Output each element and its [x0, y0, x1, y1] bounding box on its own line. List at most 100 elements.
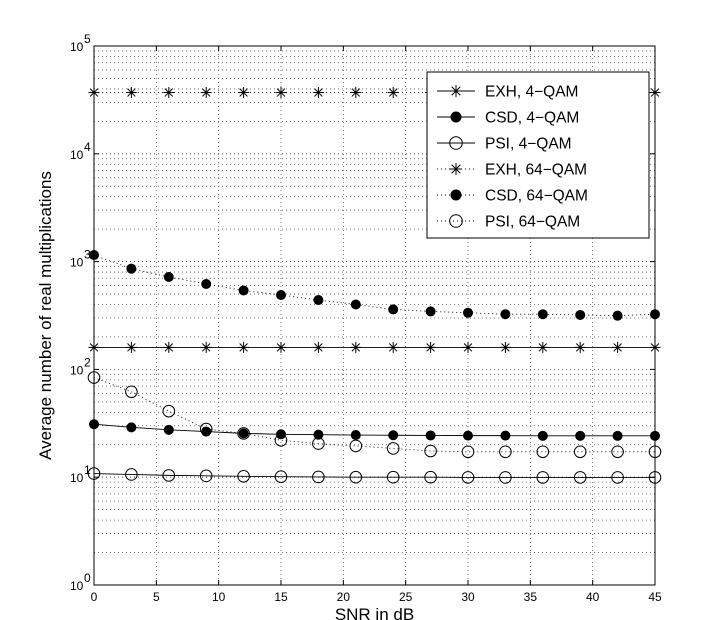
data-point-series-3	[200, 87, 212, 99]
data-point-series-4	[276, 289, 286, 300]
y-tick-label-base: 10	[70, 40, 84, 54]
data-point-series-2	[499, 471, 512, 484]
data-point-series-0	[125, 341, 137, 353]
x-tick-label: 15	[274, 590, 288, 604]
data-point-series-2	[349, 470, 363, 484]
data-point-series-3	[350, 87, 362, 99]
legend-entry-label: PSI, 64−QAM	[485, 214, 580, 231]
series-line-5	[93, 377, 655, 453]
y-tick-label-exponent: 4	[84, 140, 91, 154]
data-point-series-0	[387, 341, 399, 353]
legend-entry-label: EXH, 64−QAM	[485, 162, 587, 179]
data-point-series-4	[463, 307, 473, 318]
legend-marker	[450, 189, 462, 201]
y-tick-label-base: 10	[70, 256, 84, 270]
data-point-series-2	[162, 469, 176, 482]
legend-marker	[449, 162, 463, 176]
data-point-series-1	[425, 430, 436, 441]
data-point-series-1	[313, 429, 324, 440]
legend-marker	[450, 111, 462, 123]
legend-marker	[449, 136, 463, 150]
data-point-series-4	[575, 309, 586, 320]
data-point-series-5	[274, 433, 288, 447]
data-point-series-2	[573, 471, 587, 484]
data-point-series-4	[500, 309, 511, 320]
data-point-series-4	[388, 304, 399, 315]
legend-entry-label: CSD, 64−QAM	[485, 188, 588, 205]
data-point-series-4	[313, 295, 324, 306]
data-point-series-5	[199, 422, 213, 436]
data-point-series-2	[461, 471, 475, 484]
data-point-series-0	[350, 341, 362, 353]
x-tick-label: 30	[461, 590, 475, 604]
x-tick-labels: 0 5 10 15 20 25 30 35 40 45	[91, 46, 662, 604]
y-tick-label-base: 10	[70, 471, 84, 485]
data-point-series-0	[163, 341, 175, 353]
data-point-series-1	[163, 424, 174, 435]
data-point-series-2	[536, 471, 550, 484]
data-point-series-5	[424, 444, 437, 458]
data-point-series-3	[275, 87, 287, 99]
legend-marker	[449, 214, 463, 228]
data-point-series-5	[237, 427, 250, 440]
data-point-series-2	[312, 470, 325, 484]
x-tick-label: 10	[212, 590, 226, 604]
legend-entry-label: CSD, 4−QAM	[485, 110, 579, 127]
x-tick-label: 40	[586, 590, 600, 604]
y-tick-label-exponent: 5	[84, 32, 91, 46]
x-tick-label: 45	[648, 590, 662, 604]
legend: EXH, 4−QAM CSD, 4−QAM PSI, 4−QAM EXH, 64−QA…	[426, 71, 650, 239]
data-point-series-0	[537, 341, 549, 353]
x-tick-label: 0	[91, 590, 98, 604]
data-point-series-3	[125, 87, 137, 99]
data-point-series-1	[238, 428, 249, 439]
y-tick-label-base: 10	[70, 148, 84, 162]
data-point-series-1	[537, 430, 548, 441]
legend-entry-label: PSI, 4−QAM	[485, 136, 572, 153]
data-point-series-5	[125, 385, 138, 399]
x-tick-label: 5	[153, 590, 160, 604]
data-point-series-5	[312, 437, 325, 450]
data-point-series-2	[386, 470, 400, 484]
data-point-series-3	[387, 87, 399, 99]
data-point-series-2	[274, 470, 288, 484]
data-point-series-2	[199, 469, 213, 483]
data-point-series-4	[537, 309, 548, 320]
data-point-series-0	[238, 341, 250, 353]
data-point-series-5	[536, 445, 550, 459]
legend-marker	[449, 84, 463, 98]
data-point-series-4	[612, 310, 623, 321]
data-point-series-4	[163, 271, 174, 282]
data-point-series-1	[575, 430, 586, 441]
data-point-series-0	[612, 341, 624, 353]
data-point-series-4	[425, 306, 436, 317]
data-point-series-0	[275, 341, 287, 353]
data-point-series-0	[425, 341, 437, 353]
data-point-series-1	[463, 430, 473, 441]
data-point-series-0	[499, 341, 511, 353]
data-point-series-1	[500, 430, 511, 441]
data-point-series-5	[386, 442, 400, 455]
data-point-series-5	[573, 445, 587, 459]
data-point-series-1	[612, 430, 623, 441]
data-point-series-0	[574, 341, 586, 353]
data-point-series-5	[499, 445, 512, 459]
data-point-series-5	[349, 439, 363, 453]
legend-box	[426, 71, 650, 239]
data-point-series-4	[201, 278, 212, 289]
data-point-series-2	[237, 469, 250, 483]
y-tick-label-exponent: 2	[84, 355, 91, 369]
data-point-series-4	[238, 285, 249, 296]
data-point-series-3	[238, 87, 250, 99]
data-point-series-1	[126, 422, 137, 433]
y-tick-label-exponent: 1	[84, 463, 91, 477]
data-point-series-3	[163, 87, 175, 99]
data-point-series-5	[611, 445, 624, 459]
plot-frame	[93, 45, 656, 586]
x-axis-label: SNR in dB	[335, 605, 414, 620]
series-line-2	[93, 473, 655, 478]
data-point-series-2	[611, 471, 624, 484]
x-tick-label: 25	[399, 590, 413, 604]
